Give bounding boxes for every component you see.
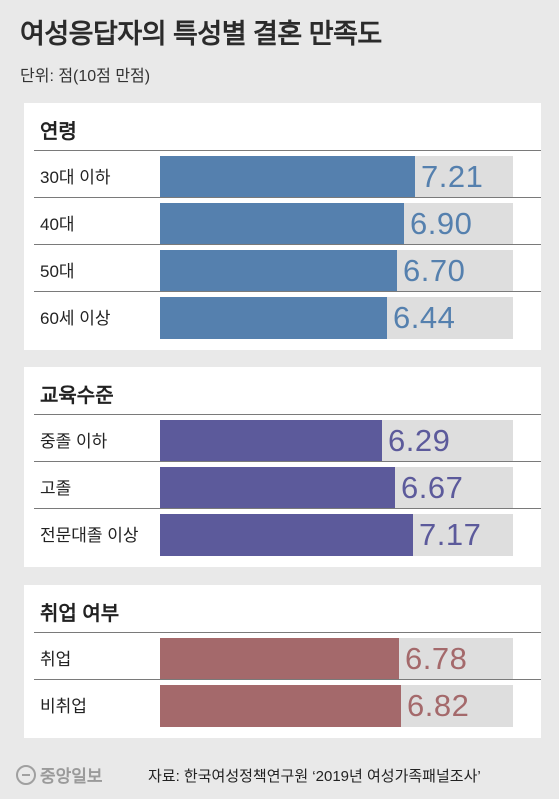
bar-row: 40대 6.90 [24,197,541,245]
row-divider [34,679,541,680]
bar-track: 6.82 [160,685,513,727]
value-label: 6.70 [403,253,466,288]
row-divider [34,150,541,151]
bar-row: 중졸 이하 6.29 [24,414,541,462]
row-divider [34,197,541,198]
bar [160,203,404,245]
bar-row: 고졸 6.67 [24,461,541,509]
panel-title-education: 교육수준 [40,385,114,407]
row-divider [34,461,541,462]
value-label: 6.67 [401,470,464,505]
panel-title-age: 연령 [40,121,77,143]
category-label: 50대 [40,262,75,281]
category-label: 60세 이상 [40,309,111,328]
value-label: 6.82 [407,688,470,723]
category-label: 40대 [40,215,75,234]
publisher-logo: 중앙일보 [16,762,103,787]
bar-row: 30대 이하 7.21 [24,150,541,198]
bar [160,420,382,462]
bar-track: 6.67 [160,467,513,509]
row-divider [34,244,541,245]
panel-age: 연령 30대 이하 7.21 40대 6.90 50대 6.70 60세 이상 6.44 [24,103,541,350]
publisher-name: 중앙일보 [40,767,103,786]
bar [160,638,399,680]
value-label: 7.21 [421,159,484,194]
bar [160,685,401,727]
bar-row: 취업 6.78 [24,632,541,680]
publisher-logo-icon [16,764,36,785]
bar [160,297,387,339]
bar [160,514,413,556]
bar-row: 비취업 6.82 [24,679,541,727]
value-label: 7.17 [419,517,482,552]
bar-track: 6.29 [160,420,513,462]
bar-track: 6.90 [160,203,513,245]
bar-track: 7.17 [160,514,513,556]
row-divider [34,414,541,415]
bar-track: 6.78 [160,638,513,680]
bar-row: 전문대졸 이상 7.17 [24,508,541,556]
bar-track: 7.21 [160,156,513,198]
unit-label: 단위: 점(10점 만점) [20,68,151,85]
chart-title: 여성응답자의 특성별 결혼 만족도 [20,19,382,49]
category-label: 30대 이하 [40,168,111,187]
bar [160,250,397,292]
panel-title-employment: 취업 여부 [40,603,120,625]
category-label: 비취업 [40,697,87,716]
category-label: 취업 [40,650,72,669]
category-label: 전문대졸 이상 [40,526,139,545]
row-divider [34,291,541,292]
value-label: 6.90 [410,206,473,241]
bar-row: 50대 6.70 [24,244,541,292]
bar-row: 60세 이상 6.44 [24,291,541,339]
category-label: 고졸 [40,479,72,498]
bar-track: 6.70 [160,250,513,292]
row-divider [34,508,541,509]
bar-track: 6.44 [160,297,513,339]
bar [160,467,395,509]
source-note: 자료: 한국여성정책연구원 ‘2019년 여성가족패널조사’ [148,768,481,785]
row-divider [34,632,541,633]
value-label: 6.44 [393,300,456,335]
value-label: 6.29 [388,423,451,458]
category-label: 중졸 이하 [40,432,108,451]
bar [160,156,415,198]
value-label: 6.78 [405,641,468,676]
